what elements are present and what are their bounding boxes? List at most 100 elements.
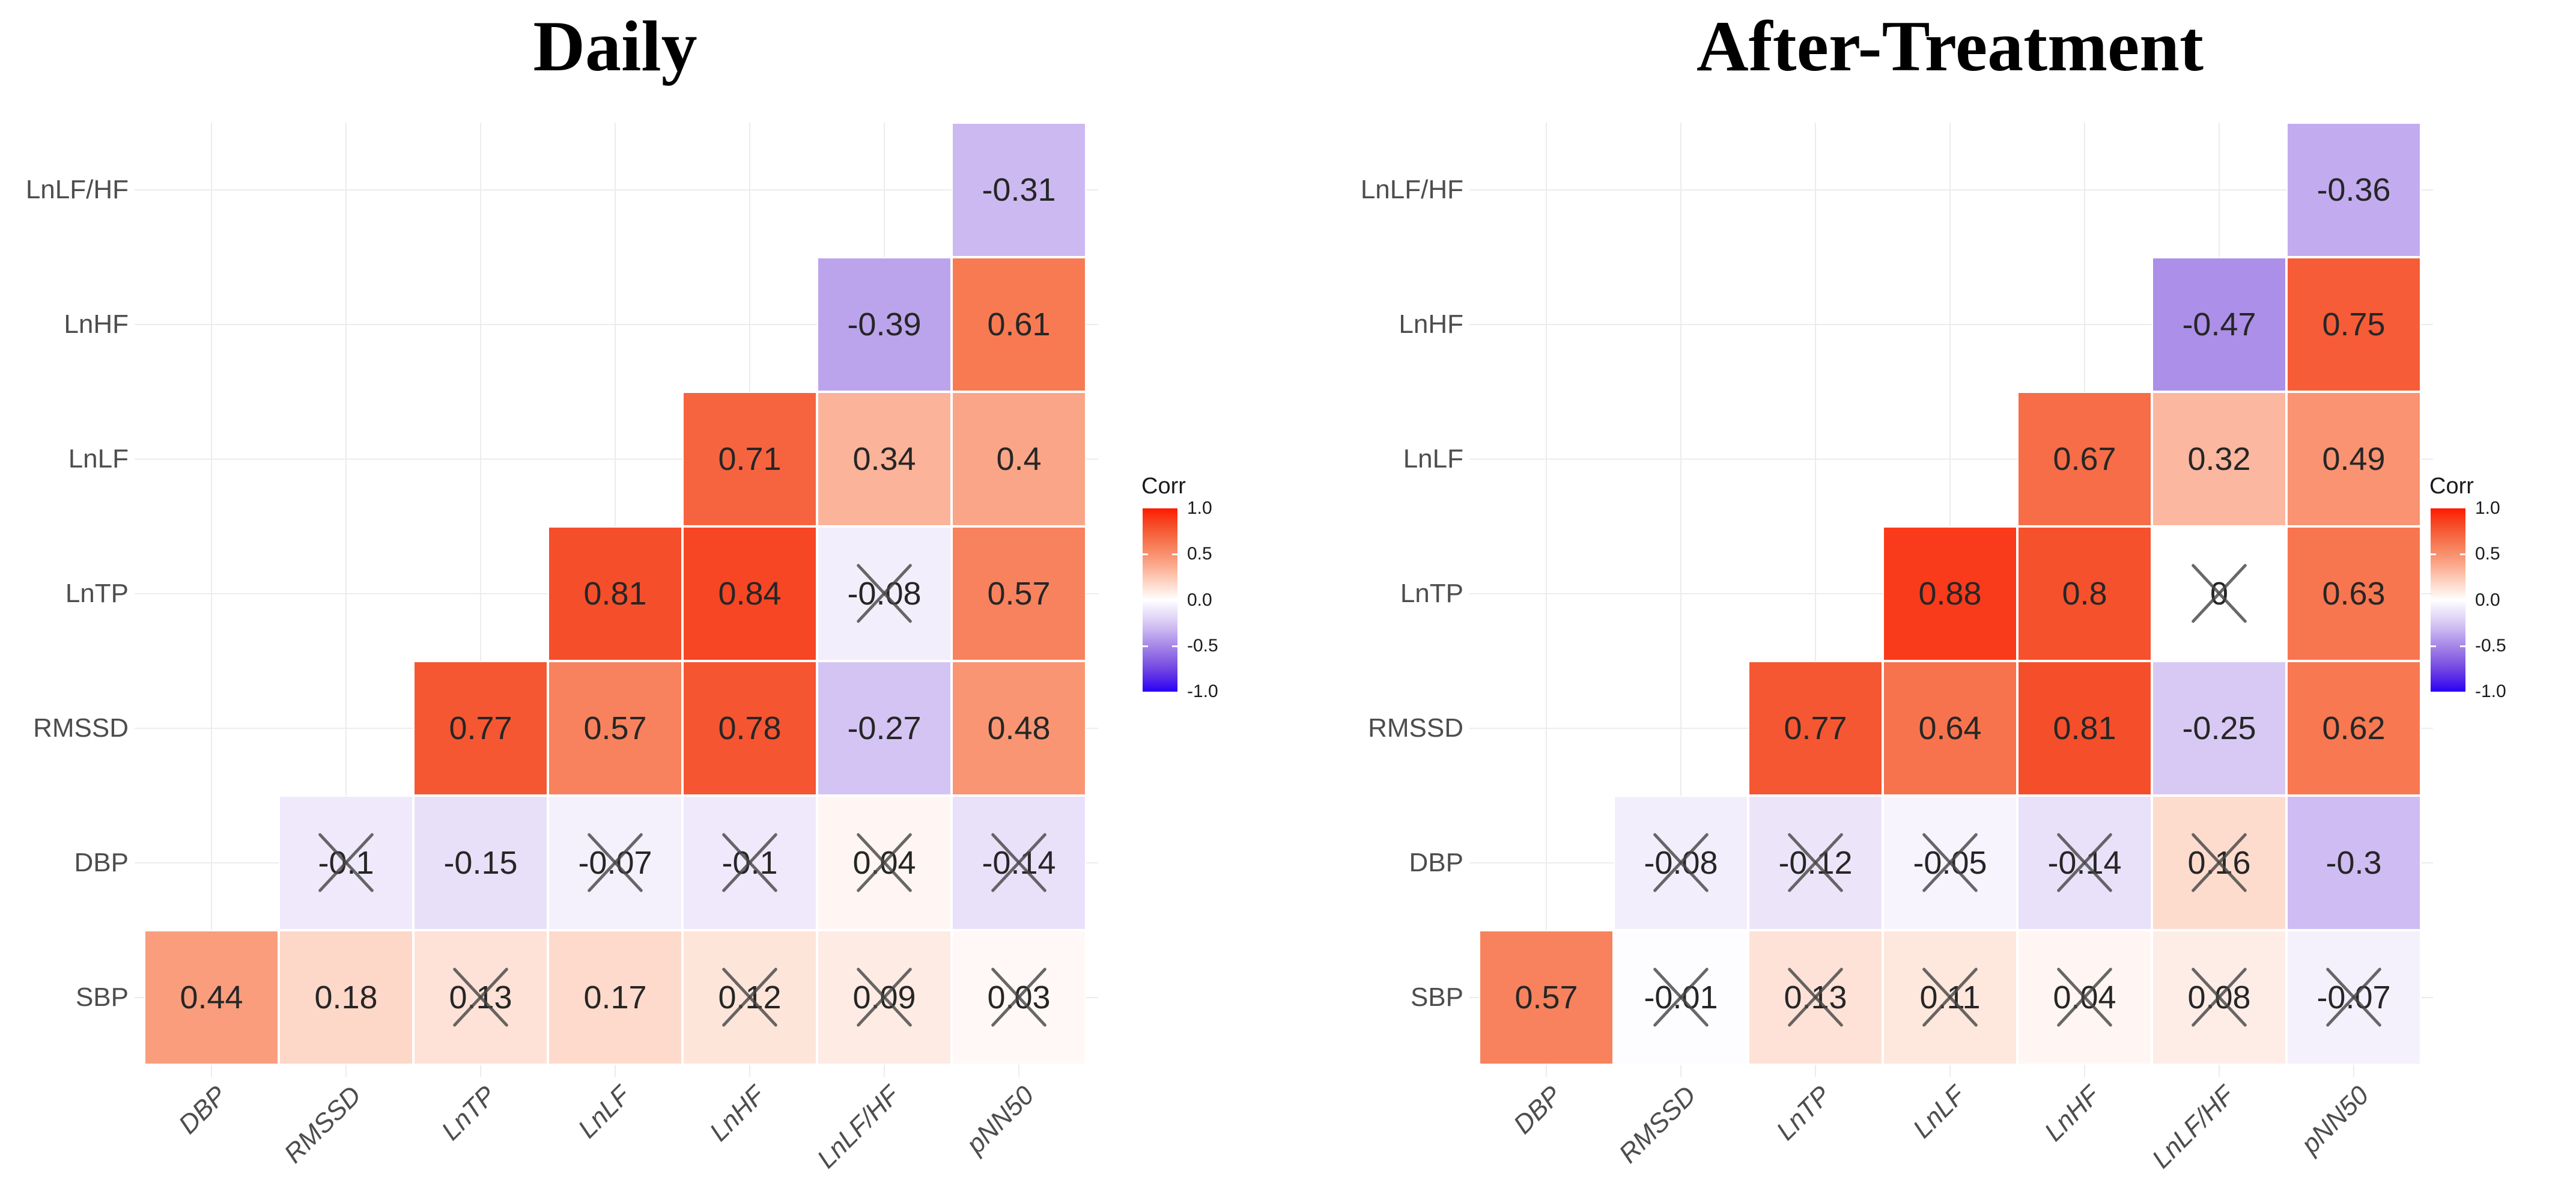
- heatmap-cell: -0.08: [817, 526, 952, 661]
- gridline-vertical: [1680, 123, 1681, 1077]
- x-axis-label: RMSSD: [1613, 1080, 1702, 1169]
- heatmap-cell: 0.13: [413, 930, 548, 1065]
- cell-value: 0.18: [314, 979, 378, 1016]
- legend-tick-mark: [2460, 599, 2465, 602]
- cell-value: -0.25: [2182, 710, 2256, 746]
- heatmap-cell: -0.14: [952, 796, 1086, 930]
- heatmap-cell: 0.49: [2286, 392, 2421, 526]
- heatmap-cell: -0.1: [279, 796, 413, 930]
- legend-tick-mark: [1172, 553, 1177, 556]
- heatmap-cell: -0.31: [952, 123, 1086, 257]
- heatmap-cell: 0.81: [2017, 661, 2152, 796]
- cell-value: -0.36: [2316, 172, 2391, 208]
- legend-tick-mark: [1172, 645, 1177, 647]
- heatmap-cell: 0.57: [1479, 930, 1614, 1065]
- cell-value: 0.81: [2053, 710, 2116, 746]
- heatmap-cell: 0.81: [548, 526, 682, 661]
- heatmap-cell: 0.67: [2017, 392, 2152, 526]
- heatmap-cell: -0.05: [1883, 796, 2017, 930]
- cell-value: 0.62: [2322, 710, 2386, 746]
- cell-value: 0.71: [718, 441, 782, 477]
- cell-value: -0.47: [2182, 306, 2256, 343]
- cell-value: -0.3: [2325, 845, 2382, 881]
- x-axis-label: pNN50: [2295, 1080, 2375, 1160]
- legend-tick-label: -1.0: [1187, 681, 1218, 701]
- cell-value: -0.27: [847, 710, 922, 746]
- cell-value: 0.57: [987, 576, 1051, 612]
- heatmap-cell: 0.61: [952, 257, 1086, 392]
- heatmap-cell: -0.15: [413, 796, 548, 930]
- cell-value: 0.4: [996, 441, 1042, 477]
- gridline-vertical: [345, 123, 347, 1077]
- x-axis-label: DBP: [173, 1080, 232, 1140]
- cell-value: 0.67: [2053, 441, 2116, 477]
- legend-tick-label: 1.0: [2475, 498, 2500, 518]
- heatmap-cell: 0.78: [682, 661, 817, 796]
- gridline-vertical: [480, 123, 481, 1077]
- cell-value: 0.77: [449, 710, 512, 746]
- y-axis-label: LnLF: [68, 444, 129, 474]
- legend-title: Corr: [1141, 474, 1186, 499]
- y-axis-label: LnHF: [1399, 309, 1463, 339]
- heatmap-cell: 0.77: [1748, 661, 1883, 796]
- legend-tick-mark: [2431, 599, 2436, 602]
- x-axis-label: LnLF/HF: [811, 1080, 905, 1174]
- y-axis-label: LnTP: [65, 579, 129, 608]
- heatmap-cell: -0.27: [817, 661, 952, 796]
- legend-tick-label: 0.5: [1187, 544, 1212, 564]
- cell-value: 0.63: [2322, 576, 2386, 612]
- heatmap-cell: 0.13: [1748, 930, 1883, 1065]
- heatmap-cell: 0.63: [2286, 526, 2421, 661]
- legend-tick-mark: [1143, 645, 1148, 647]
- heatmap-cell: 0.16: [2152, 796, 2286, 930]
- x-axis-label: LnLF/HF: [2146, 1080, 2240, 1174]
- y-axis-label: DBP: [74, 848, 129, 877]
- heatmap-cell: 0.17: [548, 930, 682, 1065]
- gridline-vertical: [1815, 123, 1816, 1077]
- cell-value: 0.49: [2322, 441, 2386, 477]
- panel-daily: Daily Corr 1.0 0.5 0.0 -0.5 -1.0 LnLF/HF LnHF…: [25, 6, 1218, 1174]
- y-axis-label: RMSSD: [1368, 713, 1463, 743]
- heatmap-cell: -0.3: [2286, 796, 2421, 930]
- cell-value: 0.57: [583, 710, 647, 746]
- cell-value: -0.31: [982, 172, 1056, 208]
- legend-tick-mark: [2431, 553, 2436, 556]
- x-axis-label: LnTP: [436, 1080, 502, 1147]
- cell-value: 0.61: [987, 306, 1051, 343]
- cell-value: 0.75: [2322, 306, 2386, 343]
- heatmap-cell: 0.08: [2152, 930, 2286, 1065]
- heatmap-cell: 0.03: [952, 930, 1086, 1065]
- heatmap-cell: 0.71: [682, 392, 817, 526]
- heatmap-cell: -0.08: [1614, 796, 1748, 930]
- cell-value: 0.57: [1514, 979, 1578, 1016]
- cell-value: 0.78: [718, 710, 782, 746]
- x-axis-label: LnHF: [2038, 1080, 2106, 1147]
- heatmap-cell: 0.57: [952, 526, 1086, 661]
- heatmap-cell: -0.07: [2286, 930, 2421, 1065]
- heatmap-cell: 0.84: [682, 526, 817, 661]
- legend-tick-label: 0.0: [2475, 589, 2500, 610]
- legend-tick-mark: [1172, 599, 1177, 602]
- cell-value: 0.64: [1918, 710, 1982, 746]
- legend-tick-mark: [2460, 553, 2465, 556]
- cell-value: 0.8: [2062, 576, 2107, 612]
- cell-value: 0.77: [1784, 710, 1847, 746]
- cell-value: 0.48: [987, 710, 1051, 746]
- heatmap-cell: -0.12: [1748, 796, 1883, 930]
- legend: Corr 1.0 0.5 0.0 -0.5 -1.0: [1141, 474, 1298, 732]
- legend-tick-label: 0.5: [2475, 544, 2500, 564]
- cell-value: 0.84: [718, 576, 782, 612]
- y-axis-label: LnLF/HF: [25, 175, 129, 204]
- heatmap-cell: -0.25: [2152, 661, 2286, 796]
- legend-gradient-bar: [2431, 508, 2465, 692]
- cell-value: 0.17: [583, 979, 647, 1016]
- y-axis-label: SBP: [1410, 982, 1463, 1012]
- x-axis-label: LnLF: [1907, 1080, 1971, 1144]
- cell-value: 0.32: [2187, 441, 2251, 477]
- heatmap-cell: 0.32: [2152, 392, 2286, 526]
- cell-value: -0.39: [847, 306, 922, 343]
- heatmap-cell: 0.48: [952, 661, 1086, 796]
- x-axis-label: DBP: [1508, 1080, 1567, 1140]
- gridline-horizontal: [1469, 324, 2433, 325]
